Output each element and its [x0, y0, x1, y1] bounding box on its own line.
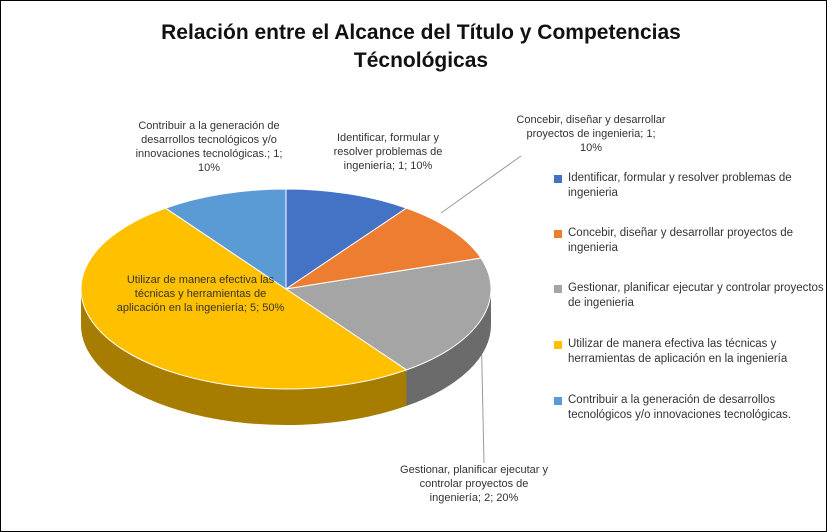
legend-label: Contribuir a la generación de desarrollo… [568, 394, 792, 421]
legend-item: Identificar, formular y resolver problem… [554, 171, 826, 201]
slice [80, 207, 408, 390]
legend-item: Gestionar, planificar ejecutar y control… [554, 281, 826, 311]
legend-item: Utilizar de manera efectiva las técnicas… [554, 337, 826, 367]
legend-swatch [554, 230, 562, 238]
slice-side-face [81, 289, 407, 425]
slice [164, 188, 287, 290]
chart-title: Relación entre el Alcance del Título y C… [161, 21, 681, 72]
legend-label: Identificar, formular y resolver problem… [568, 172, 792, 199]
slice [284, 257, 492, 371]
legend-item: Concebir, diseñar y desarrollar proyecto… [554, 226, 826, 256]
slice-side [406, 289, 491, 406]
legend-swatch [554, 341, 562, 349]
legend-label: Concebir, diseñar y desarrollar proyecto… [568, 227, 794, 254]
legend-label: Utilizar de manera efectiva las técnicas… [568, 338, 788, 365]
legend-swatch [554, 285, 562, 293]
data-label: Identificar, formular y resolver problem… [333, 132, 443, 172]
legend-label: Gestionar, planificar ejecutar y control… [568, 282, 824, 309]
leader-line [440, 155, 522, 214]
data-label: Gestionar, planificar ejecutar y control… [400, 464, 548, 504]
slice-side-shade [406, 289, 491, 406]
slice-side [81, 289, 407, 425]
slice [285, 188, 408, 290]
legend-swatch [554, 175, 562, 183]
slice [285, 207, 482, 290]
data-label: Concebir, diseñar y desarrollar proyecto… [516, 114, 666, 154]
legend-swatch [554, 397, 562, 405]
slice-side-face [406, 289, 491, 406]
legend-item: Contribuir a la generación de desarrollo… [554, 393, 826, 423]
slice-side-shade [81, 289, 407, 425]
data-label: Contribuir a la generación de desarrollo… [135, 120, 283, 174]
data-label: Utilizar de manera efectiva las técnicas… [116, 274, 285, 314]
